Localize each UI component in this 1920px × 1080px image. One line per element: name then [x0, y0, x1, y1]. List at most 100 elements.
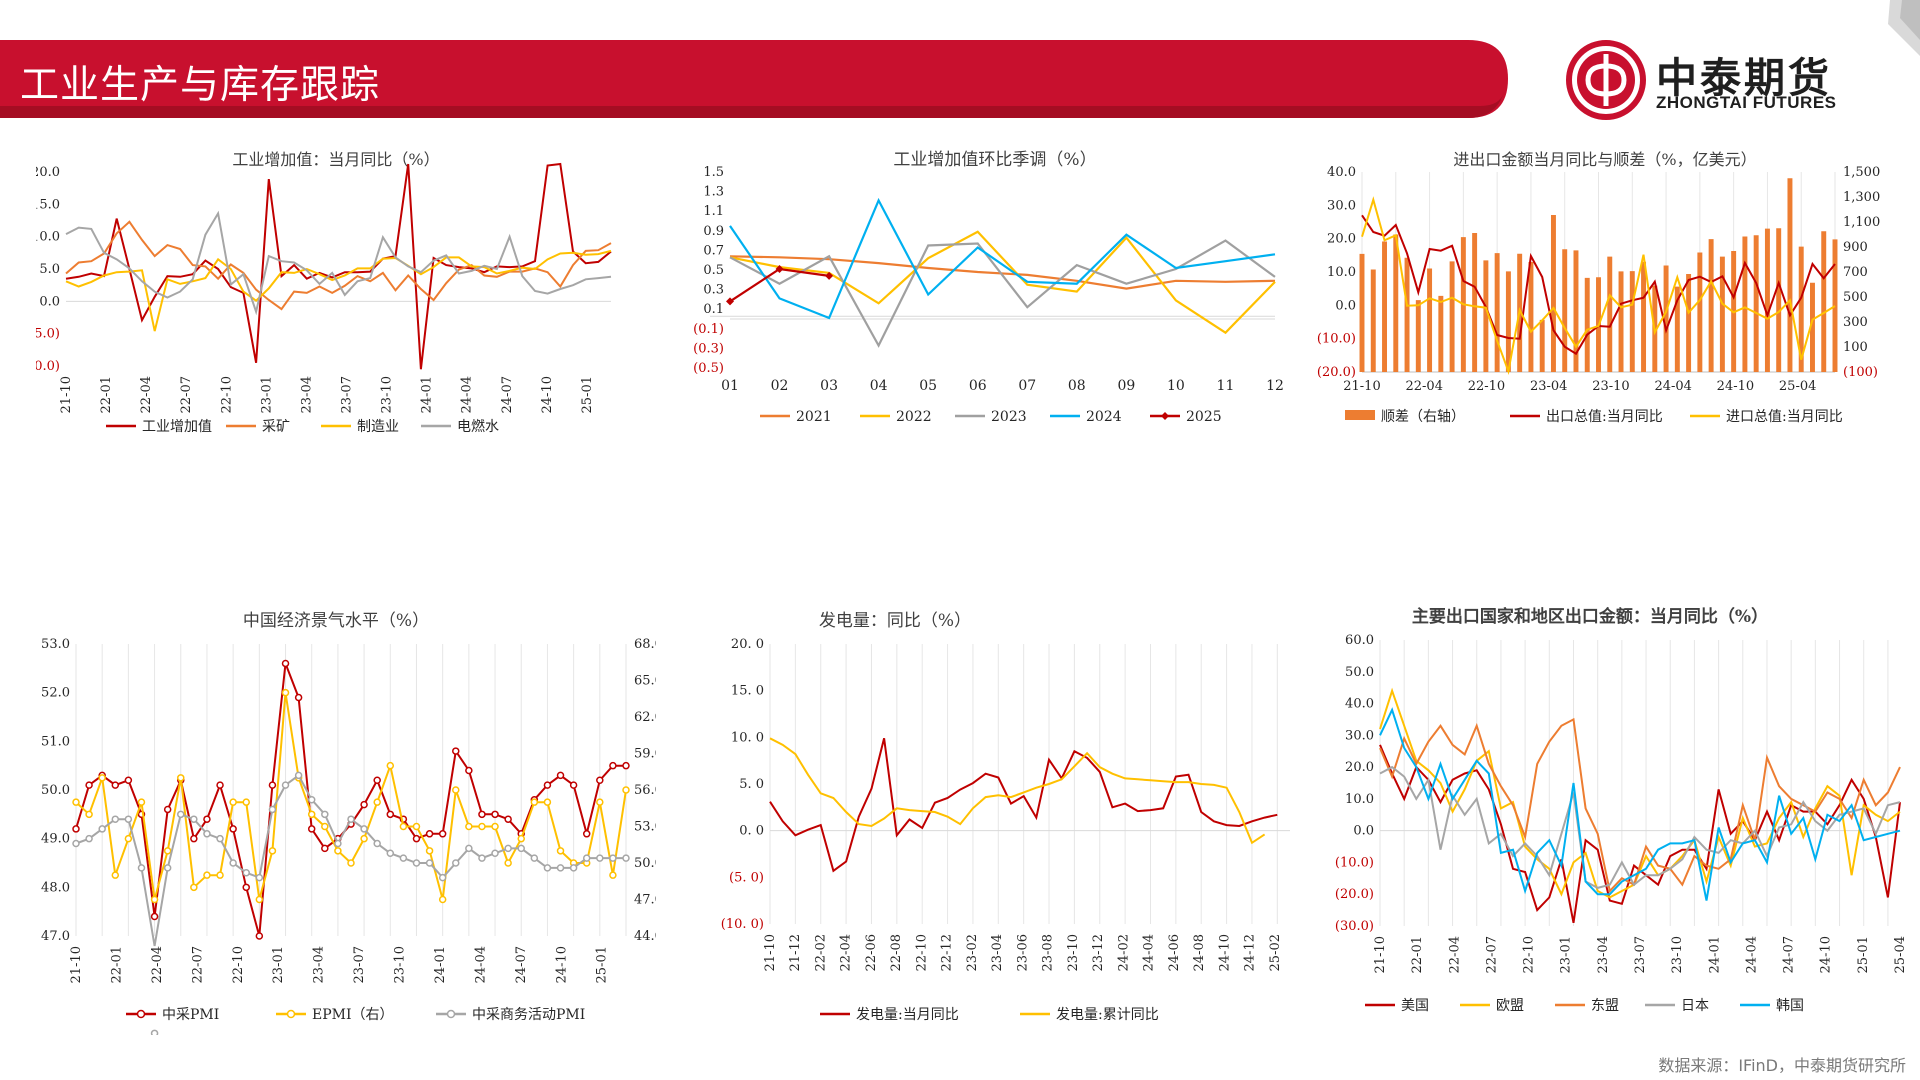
series-marker: [334, 839, 342, 848]
x-tick-label: 24-07: [514, 946, 529, 983]
x-tick-label: 23-04: [1596, 936, 1611, 973]
bar: [1686, 274, 1692, 372]
series-marker: [373, 776, 381, 785]
series-marker: [347, 815, 355, 823]
series-marker: [609, 854, 617, 862]
x-tick-label: 23-10: [1670, 936, 1685, 973]
series-marker: [347, 859, 355, 867]
x-tick-label: 23-04: [312, 946, 327, 983]
series-marker: [582, 830, 591, 838]
series-marker: [596, 798, 604, 806]
bar: [1404, 257, 1410, 372]
y-tick-label: 15. 0: [731, 684, 764, 699]
x-tick-label: 24-10: [1217, 934, 1232, 971]
x-tick-label: 24-04: [460, 376, 475, 413]
y-tick-label: 60.0: [1345, 633, 1374, 648]
y-tick-label: (20.0): [1317, 365, 1356, 380]
x-tick-label: 25-01: [595, 946, 610, 983]
series-marker: [622, 854, 630, 862]
chart-title: 工业增加值：当月同比（%）: [232, 150, 439, 169]
y-tick-label: 48.0: [41, 880, 70, 895]
bar: [1708, 239, 1714, 372]
x-tick-label: 24-10: [1717, 379, 1754, 394]
series-marker: [556, 847, 565, 855]
bar: [1764, 228, 1770, 372]
series-marker: [360, 834, 368, 843]
series-marker: [425, 847, 434, 855]
series-marker: [465, 822, 473, 831]
series-marker: [111, 781, 120, 789]
y2-tick-label: 62.0: [634, 710, 656, 725]
bar: [1528, 262, 1534, 372]
y-tick-label: 0.0: [1335, 298, 1356, 313]
x-tick-label: 05: [919, 378, 937, 394]
series-marker: [321, 844, 329, 853]
x-tick-label: 24-10: [540, 376, 555, 413]
y-tick-label: (0.5): [693, 361, 724, 376]
legend-label: 2022: [896, 409, 932, 425]
legend-marker: [286, 1009, 296, 1019]
series-marker: [491, 822, 499, 831]
x-tick-label: 09: [1117, 378, 1135, 394]
y2-tick-label: 900: [1843, 240, 1868, 255]
series-marker: [72, 839, 80, 848]
x-tick-label: 22-10: [1468, 379, 1505, 394]
series-marker: [268, 781, 277, 789]
series-marker: [825, 271, 834, 280]
x-tick-label: 22-07: [179, 376, 194, 413]
series-marker: [137, 864, 146, 872]
x-tick-label: 06: [969, 378, 987, 394]
series-marker: [530, 798, 539, 806]
series-marker: [438, 830, 447, 838]
x-tick-label: 22-04: [150, 946, 165, 983]
legend-label: 2024: [1086, 409, 1122, 425]
series-marker: [150, 1029, 159, 1035]
y-tick-label: 0.0: [1353, 824, 1374, 839]
series-marker: [98, 825, 106, 833]
chart-power-generation-yoy: 发电量：同比（%） 20. 0 15. 0 10. 0 5. 0 0. 0 (5. 0) (1…: [721, 611, 1290, 1023]
series-marker: [543, 864, 552, 872]
legend-label: 2021: [796, 409, 832, 425]
y-tick-label: 0.7: [703, 243, 724, 258]
y-tick-label: (30.0): [1335, 919, 1374, 934]
series-line: [75, 692, 627, 900]
series-marker: [203, 871, 211, 879]
y-tick-label: 20.0: [1345, 760, 1374, 775]
y-tick-label: 1.5: [703, 165, 724, 180]
series-marker: [596, 854, 604, 862]
series-line: [1379, 765, 1901, 889]
bar: [1641, 261, 1647, 372]
series-marker: [504, 815, 512, 823]
x-tick-label: 24-04: [1142, 934, 1157, 971]
bar: [1359, 253, 1365, 372]
x-tick-label: 23-12: [1091, 934, 1106, 971]
x-tick-label: 22-07: [190, 946, 205, 983]
legend-swatch: [1345, 410, 1375, 420]
y-tick-label: 10.0: [1327, 265, 1356, 280]
series-marker: [124, 776, 133, 785]
x-tick-label: 23-10: [380, 376, 395, 413]
bar: [1370, 269, 1376, 372]
legend-label: 韩国: [1776, 998, 1804, 1014]
y-tick-label: (10.0): [36, 359, 60, 374]
x-tick-label: 24-02: [1116, 934, 1131, 971]
series-marker: [543, 781, 552, 789]
series-marker: [98, 774, 106, 782]
bar: [1427, 268, 1433, 372]
bar: [1494, 253, 1500, 372]
series-marker: [399, 822, 408, 831]
y-tick-label: 10.0: [36, 230, 60, 245]
series-marker: [609, 871, 617, 879]
legend-label: 发电量:当月同比: [856, 1007, 959, 1023]
bar: [1573, 250, 1579, 372]
series-marker: [775, 265, 784, 274]
legend-label: 中采商务活动PMI: [472, 1007, 585, 1023]
x-tick-label: 23-07: [340, 376, 355, 413]
series-line: [75, 663, 626, 937]
series-marker: [255, 873, 264, 882]
y-tick-label: 0.3: [703, 283, 724, 298]
x-tick-label: 23-10: [393, 946, 408, 983]
x-tick-label: 24-01: [420, 376, 435, 413]
bar: [1719, 256, 1725, 372]
x-tick-label: 23-04: [299, 376, 314, 413]
